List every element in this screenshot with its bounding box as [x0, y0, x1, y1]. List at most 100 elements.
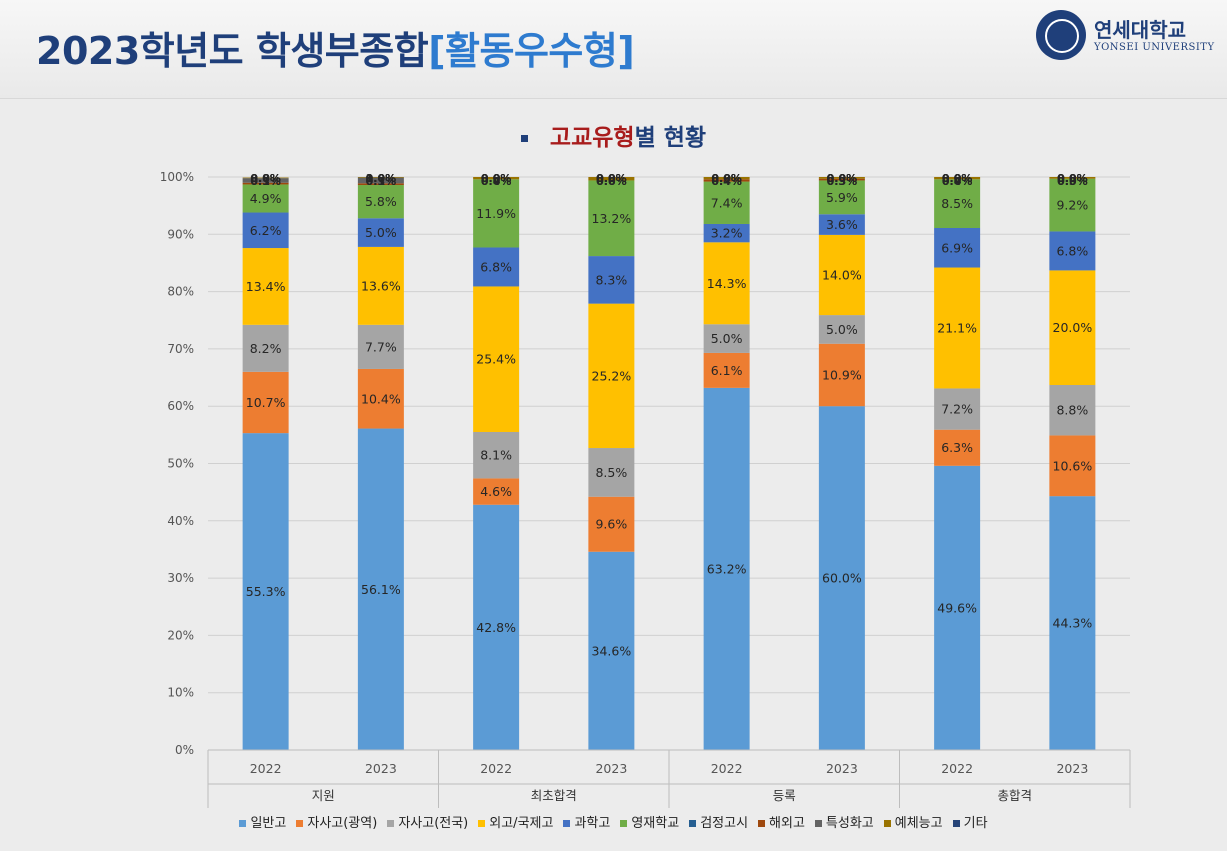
legend-label: 자사고(전국) — [398, 816, 469, 831]
data-label: 10.9% — [822, 367, 862, 382]
bar-segment — [588, 180, 635, 257]
bar-segment — [242, 184, 289, 213]
data-label: 5.8% — [365, 194, 397, 209]
data-label: 0.0% — [827, 172, 858, 185]
bar-segment — [934, 267, 981, 389]
legend-label: 일반고 — [250, 816, 287, 831]
legend-swatch — [563, 820, 571, 827]
bar-segment — [818, 406, 865, 750]
title-accent: [활동우수형] — [428, 29, 635, 73]
x-tick-label: 2023 — [365, 761, 397, 776]
bar-segment — [242, 178, 289, 183]
bar-segment — [242, 182, 289, 185]
data-label: 56.1% — [361, 582, 401, 597]
data-label: 3.2% — [711, 226, 743, 241]
logo-eng: YONSEI UNIVERSITY — [1094, 42, 1215, 53]
bar-segment — [818, 315, 865, 344]
legend-swatch — [952, 820, 960, 827]
bar-segment — [703, 177, 750, 180]
header-bar — [0, 0, 1227, 99]
y-tick-label: 10% — [167, 686, 194, 700]
legend-item: 예체능고 — [883, 812, 943, 831]
bar-segment — [588, 177, 635, 181]
data-label: 14.3% — [707, 276, 747, 291]
bar-segment — [473, 247, 520, 287]
x-tick-label: 2023 — [826, 761, 858, 776]
group-label: 최초합격 — [531, 788, 577, 803]
data-label: 0.0% — [711, 172, 742, 185]
x-tick-label: 2022 — [480, 761, 512, 776]
y-tick-label: 80% — [167, 285, 194, 299]
legend-item: 기타 — [952, 812, 988, 831]
bar-segment — [357, 428, 404, 750]
legend-swatch — [620, 820, 628, 827]
bar-segment — [357, 368, 404, 429]
bar-segment — [588, 256, 635, 304]
bar-segment — [703, 242, 750, 325]
data-label: 0.0% — [366, 172, 397, 185]
data-label: 0.0% — [250, 172, 281, 185]
data-label: 55.3% — [246, 584, 286, 599]
bar-segment — [1049, 384, 1096, 436]
bar-segment — [473, 177, 520, 180]
bar-segment — [242, 177, 289, 179]
legend-item: 일반고 — [239, 812, 286, 831]
data-label: 0.3% — [1057, 175, 1088, 188]
data-label: 44.3% — [1053, 616, 1093, 631]
data-label: 6.8% — [480, 259, 512, 274]
page-title: 2023학년도 학생부종합[활동우수형] — [36, 20, 635, 75]
bar-segment — [1049, 177, 1096, 179]
bar-segment — [588, 496, 635, 552]
data-label: 0.1% — [366, 175, 397, 188]
data-label: 20.0% — [1053, 320, 1093, 335]
bar-segment — [703, 324, 750, 353]
legend-item: 해외고 — [758, 812, 805, 831]
data-label: 8.3% — [595, 272, 627, 287]
data-label: 0.0% — [596, 175, 627, 188]
data-label: 0.0% — [942, 172, 973, 185]
data-label: 0.0% — [711, 172, 742, 185]
bar-segment — [1049, 435, 1096, 497]
data-label: 0.0% — [1057, 172, 1088, 185]
bar-segment — [818, 214, 865, 235]
legend-swatch — [883, 820, 891, 827]
data-label: 0.0% — [481, 172, 512, 185]
bar-segment — [473, 478, 520, 505]
bar-segment — [703, 181, 750, 224]
data-label: 0.0% — [1057, 172, 1088, 185]
bar-segment — [1049, 270, 1096, 385]
legend-swatch — [689, 820, 697, 827]
bar-segment — [934, 227, 981, 268]
data-label: 7.7% — [365, 339, 397, 354]
data-label: 0.4% — [711, 175, 742, 188]
bar-segment — [588, 551, 635, 750]
data-label: 6.8% — [1056, 243, 1088, 258]
y-tick-label: 70% — [167, 342, 194, 356]
legend-swatch — [478, 820, 486, 827]
subtitle-rest: 별 현황 — [634, 125, 707, 151]
chart-legend: 일반고 자사고(광역) 자사고(전국) 외고/국제고 과학고 영재학교 검정고시 해외고 특성화… — [0, 812, 1227, 831]
stacked-bar-chart: 0% 10% 20% 30% 40% 50% 60% 70% 80% 90% 100% 55.3% 10… — [160, 170, 1131, 808]
data-label: 0.0% — [942, 172, 973, 185]
bar-segment — [818, 178, 865, 181]
x-tick-label: 2023 — [595, 761, 627, 776]
bar-segment — [242, 324, 289, 372]
bar-segment — [703, 352, 750, 388]
y-tick-label: 0% — [175, 743, 194, 757]
data-label: 8.2% — [250, 341, 282, 356]
data-label: 9.6% — [595, 517, 627, 532]
bar-segment — [934, 388, 981, 430]
x-tick-label: 2022 — [250, 761, 282, 776]
y-tick-label: 90% — [167, 227, 194, 241]
data-label: 4.6% — [480, 484, 512, 499]
data-label: 6.3% — [941, 440, 973, 455]
y-tick-label: 40% — [167, 514, 194, 528]
bar-segment — [473, 431, 520, 479]
data-label: 6.9% — [941, 240, 973, 255]
bar-segment — [473, 286, 520, 432]
bar-segment — [818, 234, 865, 316]
bar-segment — [242, 371, 289, 434]
data-label: 0.0% — [250, 172, 281, 185]
bar-segment — [357, 177, 404, 184]
data-label: 5.0% — [711, 331, 743, 346]
